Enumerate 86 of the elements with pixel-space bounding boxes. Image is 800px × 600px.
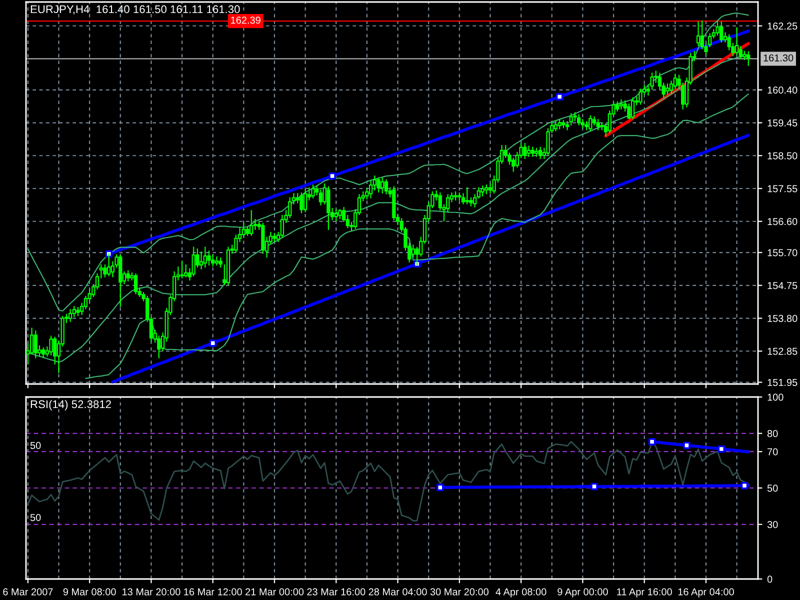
line-series <box>27 12 749 312</box>
candlestick <box>746 51 750 66</box>
ref-line-label: 162.39 <box>231 16 260 24</box>
y-tick-label: 156.60 <box>768 218 798 226</box>
y-tick-label: 151.95 <box>768 378 798 386</box>
y-tick-label: 153.80 <box>768 314 798 322</box>
y-tick-label: 152.85 <box>768 348 798 355</box>
candlestick <box>720 22 724 42</box>
point <box>740 482 748 490</box>
candlestick <box>34 330 38 358</box>
point <box>328 172 336 180</box>
candlestick <box>619 99 624 110</box>
candlestick <box>126 270 130 282</box>
point <box>590 482 598 490</box>
point <box>209 339 217 347</box>
candlestick <box>376 178 380 193</box>
candlestick <box>666 83 670 95</box>
point <box>436 484 444 492</box>
candlestick <box>380 178 384 194</box>
candlestick <box>577 114 581 126</box>
line-series <box>85 93 749 380</box>
x-tick-label: 13 Mar 20:00 <box>122 588 180 596</box>
candlestick <box>192 246 196 276</box>
candlestick <box>384 179 388 194</box>
x-tick-label: 6 Mar 2007 <box>3 588 53 596</box>
x-tick-label: 9 Apr 00:00 <box>558 588 608 598</box>
candlestick <box>696 22 700 46</box>
y-tick-label: 158.50 <box>768 152 798 160</box>
candlestick <box>68 309 72 322</box>
candlestick <box>326 186 330 230</box>
candlestick <box>538 146 542 159</box>
x-tick-label: 9 Mar 08:00 <box>63 588 116 596</box>
point <box>718 445 726 453</box>
y-tick-label: 100 <box>768 394 784 401</box>
annotation: 50 <box>30 514 41 522</box>
candlestick <box>103 264 107 278</box>
candlestick <box>184 264 188 278</box>
candlestick <box>300 192 304 214</box>
x-tick-label: 11 Apr 16:00 <box>617 588 672 598</box>
y-tick-label: 157.55 <box>768 185 798 192</box>
candlestick <box>42 347 46 358</box>
point <box>556 93 564 100</box>
y-tick-label: 80 <box>767 430 778 438</box>
annotation: 50 <box>30 442 41 450</box>
candlestick <box>523 142 527 159</box>
y-tick-label: 30 <box>767 521 778 528</box>
point <box>105 250 113 258</box>
x-tick-label: 4 Apr 08:00 <box>496 588 546 598</box>
candlestick <box>318 189 323 206</box>
candlestick <box>207 250 211 266</box>
candlestick <box>203 246 207 268</box>
candlestick <box>588 115 592 132</box>
candlestick <box>311 184 315 198</box>
y-tick-label: 70 <box>768 448 778 456</box>
candlestick <box>411 244 416 258</box>
chart-title: RSI(14) 52.3812 <box>30 400 111 410</box>
y-tick-label: 50 <box>767 484 778 492</box>
point <box>648 438 656 446</box>
y-tick-label: 162.25 <box>768 22 798 30</box>
candlestick <box>465 187 469 204</box>
candlestick <box>480 186 484 196</box>
candlestick <box>49 336 53 356</box>
y-tick-label: 155.70 <box>768 249 798 256</box>
ref-line-label: 161.30 <box>764 54 794 62</box>
y-tick-label: 159.45 <box>768 119 798 126</box>
x-tick-label: 16 Apr 04:00 <box>678 588 734 598</box>
candlestick <box>554 120 558 132</box>
candlestick <box>134 273 138 294</box>
candlestick <box>107 253 111 276</box>
candlestick <box>214 256 219 266</box>
x-tick-label: 16 Mar 12:00 <box>184 588 242 596</box>
candlestick <box>630 97 635 120</box>
x-tick-label: 30 Mar 20:00 <box>430 588 488 596</box>
candlestick <box>638 88 642 105</box>
y-tick-label: 160.40 <box>768 86 798 94</box>
x-tick-label: 28 Mar 04:00 <box>368 588 427 596</box>
line-series <box>111 134 750 384</box>
candlestick <box>250 210 254 236</box>
point <box>683 442 690 450</box>
y-tick-label: 0 <box>767 576 772 583</box>
y-tick-label: 154.75 <box>768 282 798 290</box>
candlestick <box>526 146 531 157</box>
x-tick-label: 21 Mar 00:00 <box>246 588 304 596</box>
x-tick-label: 23 Mar 16:00 <box>307 588 366 596</box>
candlestick <box>596 119 600 130</box>
chart-title: EURJPY,H4 161.40 161.50 161.11 161.30 <box>30 5 240 14</box>
